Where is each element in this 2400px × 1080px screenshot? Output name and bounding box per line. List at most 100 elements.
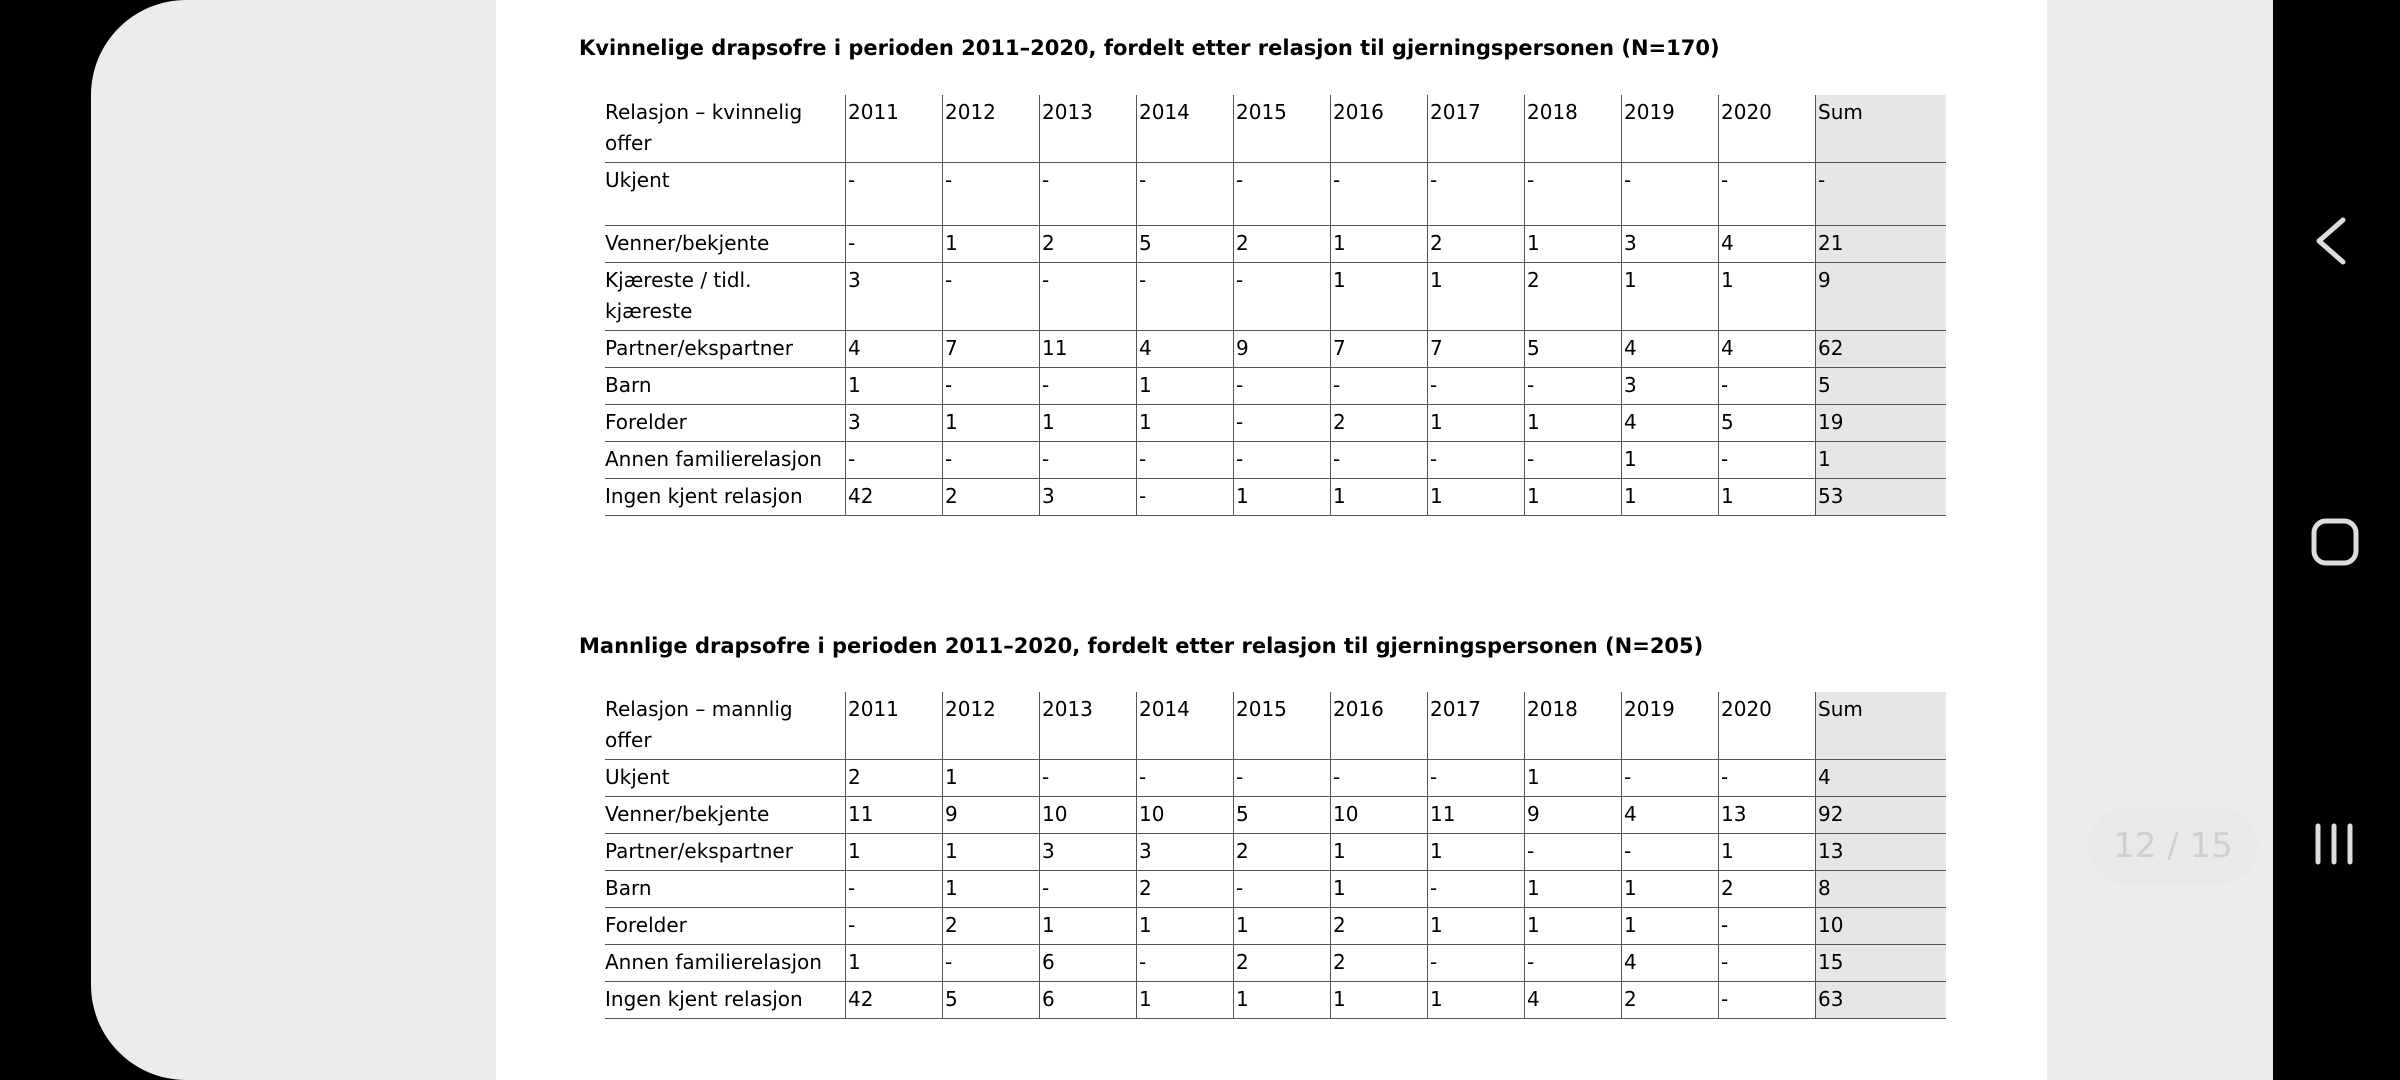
- row-label: Venner/bekjente: [605, 796, 846, 834]
- table-cell: -: [1039, 262, 1137, 331]
- table-cell: -: [1233, 262, 1331, 331]
- table-cell: -: [1039, 162, 1137, 226]
- table-cell: 1: [1136, 981, 1234, 1019]
- back-button[interactable]: [2316, 217, 2346, 265]
- table-cell: -: [1427, 367, 1525, 405]
- table-row: Annen familierelasjon 1-6-2 2- -4-15: [605, 944, 1946, 982]
- table-cell: 1: [1524, 870, 1622, 908]
- table-cell: 9: [1233, 330, 1331, 368]
- table-cell: -: [1815, 162, 1946, 226]
- table-cell: -: [1718, 367, 1816, 405]
- table-cell: 1: [1718, 478, 1816, 516]
- table-cell: 3: [1621, 367, 1719, 405]
- table-cell: 42: [845, 478, 943, 516]
- table-cell: -: [1524, 833, 1622, 871]
- table-cell: 4: [1524, 981, 1622, 1019]
- table-cell: 11: [845, 796, 943, 834]
- table-cell: 1: [942, 759, 1040, 797]
- table-cell: 4: [1621, 796, 1719, 834]
- table-cell: 2013: [1039, 692, 1137, 760]
- table-cell: -: [1427, 759, 1525, 797]
- table-cell: -: [845, 225, 943, 263]
- table-cell: 2: [1233, 225, 1331, 263]
- table-cell: 2014: [1136, 95, 1234, 163]
- table-cell: 5: [1136, 225, 1234, 263]
- table-cell: 4: [1621, 330, 1719, 368]
- table-row: Annen familierelasjon - - - - - - - -1-1: [605, 441, 1946, 479]
- table-cell: -: [1621, 833, 1719, 871]
- table-row: Ukjent - - - - - - - - - - -: [605, 162, 1946, 226]
- table-cell: 1: [1427, 981, 1525, 1019]
- table-cell: 1: [1524, 907, 1622, 945]
- table-cell: 1: [1427, 262, 1525, 331]
- table-cell: 3: [845, 404, 943, 442]
- row-label: Forelder: [605, 907, 846, 945]
- table-cell: 1: [1427, 907, 1525, 945]
- table-cell: 1: [845, 833, 943, 871]
- row-label: Forelder: [605, 404, 846, 442]
- table-cell: 6: [1039, 944, 1137, 982]
- table-cell: -: [1233, 870, 1331, 908]
- table-cell: 1: [845, 944, 943, 982]
- table-row: Venner/bekjente -1 2 5 2 1 2 1 3 4 21: [605, 225, 1946, 263]
- table-cell: -: [1233, 162, 1331, 226]
- table-cell: 1: [1621, 870, 1719, 908]
- table-cell: 3: [1039, 833, 1137, 871]
- table-cell: 9: [942, 796, 1040, 834]
- table-cell: 1: [1815, 441, 1946, 479]
- row-label: Relasjon – mannlig offer: [605, 692, 846, 760]
- table-cell: 5: [942, 981, 1040, 1019]
- table-row: Forelder -2 1 1 1 2 1 1 1-10: [605, 907, 1946, 945]
- table-cell: 3: [845, 262, 943, 331]
- table-cell: -: [942, 944, 1040, 982]
- table-cell: 4: [1621, 944, 1719, 982]
- table-cell: -: [1718, 441, 1816, 479]
- table-cell: 2: [1330, 907, 1428, 945]
- table-cell: -: [845, 441, 943, 479]
- table-cell: 5: [1718, 404, 1816, 442]
- table-cell: -: [1136, 262, 1234, 331]
- table-cell: 2015: [1233, 95, 1331, 163]
- table-cell: -: [1427, 162, 1525, 226]
- table-cell: -: [1718, 944, 1816, 982]
- table-cell: -: [1330, 759, 1428, 797]
- table-cell: 42: [845, 981, 943, 1019]
- row-label: Barn: [605, 870, 846, 908]
- table-cell: 10: [1330, 796, 1428, 834]
- table-cell: 4: [1718, 225, 1816, 263]
- table-cell: 1: [1524, 478, 1622, 516]
- table-cell: 1: [1136, 367, 1234, 405]
- table-cell: 2020: [1718, 692, 1816, 760]
- table-cell: 5: [1233, 796, 1331, 834]
- table-cell: 2013: [1039, 95, 1137, 163]
- table-cell: 2017: [1427, 692, 1525, 760]
- table-cell: 1: [1136, 404, 1234, 442]
- recents-button[interactable]: [2315, 823, 2353, 865]
- table-cell: -: [845, 870, 943, 908]
- table-cell: -: [1330, 367, 1428, 405]
- table-cell: -: [1136, 441, 1234, 479]
- table-cell: -: [942, 367, 1040, 405]
- table-cell: -: [942, 441, 1040, 479]
- home-button[interactable]: [2311, 518, 2359, 566]
- table-cell: 2020: [1718, 95, 1816, 163]
- page: Kvinnelige drapsofre i perioden 2011–202…: [496, 0, 2047, 1080]
- table-cell: Sum: [1815, 692, 1946, 760]
- table-cell: Sum: [1815, 95, 1946, 163]
- table-cell: -: [1718, 907, 1816, 945]
- table-cell: 1: [1718, 262, 1816, 331]
- table-cell: 2016: [1330, 692, 1428, 760]
- table-cell: 1: [1330, 833, 1428, 871]
- table-cell: 2: [1330, 944, 1428, 982]
- nav-bar: [2311, 217, 2359, 865]
- table-row: Kjæreste / tidl. kjæreste 3- - - -1 1 2 1 1 9: [605, 262, 1946, 331]
- table-cell: 1: [1524, 404, 1622, 442]
- table-cell: 9: [1524, 796, 1622, 834]
- table-cell: 3: [1039, 478, 1137, 516]
- table-cell: -: [1621, 759, 1719, 797]
- table-cell: 1: [1427, 478, 1525, 516]
- table-cell: 5: [1815, 367, 1946, 405]
- table-cell: 2019: [1621, 95, 1719, 163]
- table-cell: 1: [1621, 907, 1719, 945]
- table-cell: -: [845, 162, 943, 226]
